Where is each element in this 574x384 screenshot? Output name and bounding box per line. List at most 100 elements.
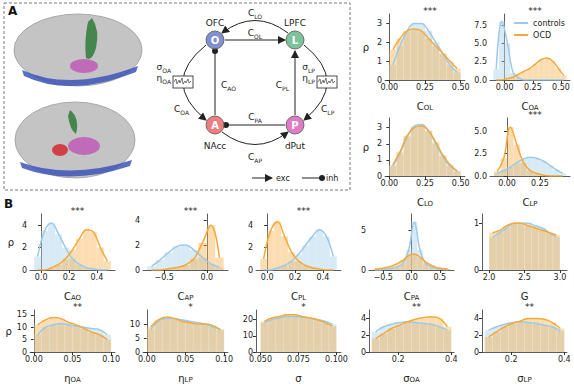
- svg-text:C: C: [291, 291, 298, 302]
- svg-text:5: 5: [22, 335, 27, 344]
- svg-text:ρ: ρ: [8, 237, 14, 248]
- svg-text:***: ***: [528, 6, 542, 16]
- svg-text:0.00: 0.00: [25, 355, 43, 364]
- svg-text:0.50: 0.50: [552, 83, 570, 92]
- svg-text:σ: σ: [295, 373, 302, 384]
- svg-text:LPFC: LPFC: [284, 18, 306, 28]
- svg-text:0.2: 0.2: [289, 273, 302, 282]
- svg-text:CAO: CAO: [221, 80, 236, 92]
- svg-text:20: 20: [243, 315, 253, 324]
- svg-text:0.05: 0.05: [64, 355, 82, 364]
- svg-text:σLP: σLP: [302, 62, 315, 74]
- svg-text:0: 0: [22, 266, 27, 275]
- svg-text:C: C: [522, 197, 529, 208]
- svg-text:***: ***: [423, 6, 437, 16]
- svg-text:5.0: 5.0: [474, 39, 487, 48]
- svg-text:O: O: [211, 35, 220, 46]
- svg-text:0.25: 0.25: [531, 179, 549, 188]
- svg-text:LO: LO: [424, 200, 434, 208]
- svg-text:0.4: 0.4: [91, 273, 104, 282]
- svg-text:0.50: 0.50: [452, 83, 470, 92]
- svg-text:G: G: [521, 291, 529, 302]
- svg-text:***: ***: [297, 206, 311, 216]
- svg-text:**: **: [525, 302, 535, 312]
- svg-text:0.0: 0.0: [405, 273, 418, 282]
- svg-text:0: 0: [248, 266, 253, 275]
- svg-text:0.2: 0.2: [392, 355, 405, 364]
- svg-text:0.4: 0.4: [445, 355, 458, 364]
- svg-text:0.0: 0.0: [35, 273, 48, 282]
- svg-text:ηLP: ηLP: [302, 73, 315, 85]
- svg-text:0.10: 0.10: [215, 355, 233, 364]
- svg-text:0.0: 0.0: [200, 273, 213, 282]
- svg-text:*: *: [188, 302, 193, 312]
- svg-text:0.00: 0.00: [380, 83, 398, 92]
- svg-text:0: 0: [474, 266, 479, 275]
- svg-text:10: 10: [17, 323, 27, 332]
- svg-text:AP: AP: [184, 294, 193, 302]
- svg-text:ρ: ρ: [363, 142, 369, 153]
- svg-text:2: 2: [361, 331, 366, 340]
- svg-text:P: P: [291, 120, 298, 131]
- svg-text:0.00: 0.00: [498, 179, 516, 188]
- svg-text:C: C: [417, 101, 424, 112]
- svg-text:0.2: 0.2: [505, 355, 518, 364]
- svg-text:C: C: [417, 197, 424, 208]
- svg-text:2.0: 2.0: [483, 273, 496, 282]
- svg-text:0.4: 0.4: [558, 355, 571, 364]
- svg-text:5.0: 5.0: [474, 127, 487, 136]
- svg-text:−0.5: −0.5: [155, 273, 174, 282]
- svg-text:4: 4: [248, 221, 253, 230]
- svg-text:0.00: 0.00: [138, 355, 156, 364]
- svg-text:CLO: CLO: [248, 8, 262, 20]
- svg-text:10: 10: [130, 320, 140, 329]
- svg-text:2.5: 2.5: [518, 273, 531, 282]
- svg-text:***: ***: [528, 110, 542, 120]
- svg-text:−0.5: −0.5: [373, 273, 392, 282]
- svg-text:0.075: 0.075: [287, 355, 310, 364]
- svg-text:COL: COL: [248, 28, 263, 40]
- svg-text:1: 1: [377, 155, 382, 164]
- svg-text:0.0: 0.0: [261, 273, 274, 282]
- svg-text:OCD: OCD: [533, 31, 551, 40]
- svg-text:0.4: 0.4: [317, 273, 330, 282]
- svg-text:3: 3: [377, 123, 382, 132]
- svg-text:ρ: ρ: [363, 42, 369, 53]
- svg-text:1: 1: [474, 219, 479, 228]
- svg-text:0.05: 0.05: [177, 355, 195, 364]
- svg-text:2: 2: [248, 243, 253, 252]
- svg-text:σOA: σOA: [157, 62, 172, 74]
- svg-text:B: B: [4, 197, 13, 211]
- svg-text:L: L: [292, 35, 299, 46]
- svg-text:4: 4: [361, 314, 366, 323]
- svg-text:A: A: [8, 4, 18, 18]
- svg-text:0.00: 0.00: [496, 83, 514, 92]
- svg-text:2: 2: [377, 139, 382, 148]
- svg-text:exc: exc: [276, 174, 290, 183]
- svg-text:7.5: 7.5: [474, 21, 487, 30]
- svg-text:0.0: 0.0: [474, 172, 487, 181]
- svg-text:0.25: 0.25: [524, 83, 542, 92]
- svg-text:0.00: 0.00: [380, 179, 398, 188]
- svg-text:5: 5: [135, 334, 140, 343]
- svg-text:0: 0: [135, 266, 140, 275]
- svg-text:C: C: [178, 291, 185, 302]
- svg-text:0.5: 0.5: [433, 273, 446, 282]
- svg-text:CPA: CPA: [248, 112, 263, 124]
- svg-text:CAP: CAP: [248, 152, 262, 164]
- svg-text:**: **: [73, 302, 83, 312]
- svg-text:3: 3: [377, 19, 382, 28]
- svg-text:ρ: ρ: [6, 326, 12, 337]
- svg-text:LP: LP: [529, 200, 537, 208]
- svg-text:2: 2: [22, 243, 27, 252]
- svg-text:AO: AO: [71, 294, 82, 302]
- svg-text:**: **: [412, 302, 422, 312]
- svg-text:0.10: 0.10: [102, 355, 120, 364]
- svg-text:10: 10: [243, 331, 253, 340]
- svg-text:OA: OA: [410, 376, 420, 384]
- svg-text:0.050: 0.050: [249, 355, 272, 364]
- svg-text:0: 0: [474, 348, 479, 357]
- svg-text:4: 4: [22, 221, 27, 230]
- svg-text:CPL: CPL: [276, 80, 290, 92]
- svg-text:OFC: OFC: [206, 18, 225, 28]
